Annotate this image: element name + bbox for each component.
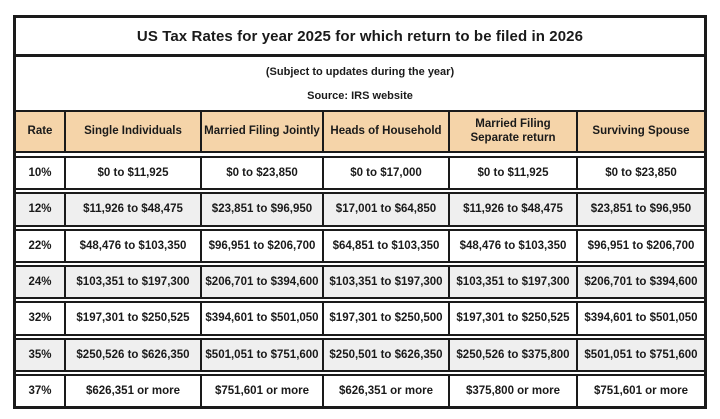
bracket-cell-single: $48,476 to $103,350 — [64, 230, 200, 261]
table-row-10pct: 10% $0 to $11,925 $0 to $23,850 $0 to $1… — [16, 155, 704, 191]
bracket-cell-married-separate: $375,800 or more — [448, 376, 576, 407]
tax-rates-table: US Tax Rates for year 2025 for which ret… — [13, 15, 707, 410]
rate-cell: 22% — [28, 239, 52, 252]
column-header-surviving-spouse: Surviving Spouse — [576, 112, 704, 151]
bracket-cell-married-jointly: $501,051 to $751,600 — [200, 339, 322, 370]
bracket-cell-married-jointly: $96,951 to $206,700 — [200, 230, 322, 261]
bracket-cell-single: $250,526 to $626,350 — [64, 339, 200, 370]
meta-band: (Subject to updates during the year) Sou… — [16, 57, 704, 110]
table-row-12pct: 12% $11,926 to $48,475 $23,851 to $96,95… — [16, 192, 704, 227]
bracket-cell-married-jointly: $751,601 or more — [200, 376, 322, 407]
subtitle: (Subject to updates during the year) — [265, 66, 455, 78]
bracket-cell-surviving-spouse: $751,601 or more — [576, 376, 704, 407]
bracket-cell-head-household: $250,501 to $626,350 — [322, 339, 448, 370]
table-row-37pct: 37% $626,351 or more $751,601 or more $6… — [16, 374, 704, 407]
bracket-cell-single: $103,351 to $197,300 — [64, 266, 200, 298]
bracket-cell-married-separate: $197,301 to $250,525 — [448, 303, 576, 334]
table-row-32pct: 32% $197,301 to $250,525 $394,601 to $50… — [16, 301, 704, 336]
table-row-35pct: 35% $250,526 to $626,350 $501,051 to $75… — [16, 337, 704, 372]
bracket-cell-married-jointly: $23,851 to $96,950 — [200, 194, 322, 225]
bracket-cell-head-household: $17,001 to $64,850 — [322, 194, 448, 225]
rate-cell: 35% — [28, 348, 52, 361]
bracket-cell-surviving-spouse: $0 to $23,850 — [576, 157, 704, 189]
bracket-cell-head-household: $197,301 to $250,500 — [322, 303, 448, 334]
bracket-cell-head-household: $103,351 to $197,300 — [322, 266, 448, 298]
bracket-cell-head-household: $0 to $17,000 — [322, 157, 448, 189]
table-header-row: Rate Single Individuals Married Filing J… — [16, 110, 704, 153]
bracket-cell-married-jointly: $0 to $23,850 — [200, 157, 322, 189]
bracket-cell-single: $11,926 to $48,475 — [64, 194, 200, 225]
rate-cell: 32% — [28, 312, 52, 325]
table-row-22pct: 22% $48,476 to $103,350 $96,951 to $206,… — [16, 228, 704, 263]
bracket-cell-surviving-spouse: $206,701 to $394,600 — [576, 266, 704, 298]
page-title: US Tax Rates for year 2025 for which ret… — [16, 18, 704, 57]
bracket-cell-head-household: $64,851 to $103,350 — [322, 230, 448, 261]
column-header-head-household: Heads of Household — [322, 112, 448, 151]
column-header-rate: Rate — [27, 125, 53, 138]
bracket-cell-married-separate: $103,351 to $197,300 — [448, 266, 576, 298]
bracket-cell-head-household: $626,351 or more — [322, 376, 448, 407]
bracket-cell-single: $0 to $11,925 — [64, 157, 200, 189]
bracket-cell-married-jointly: $394,601 to $501,050 — [200, 303, 322, 334]
bracket-cell-single: $197,301 to $250,525 — [64, 303, 200, 334]
rate-cell: 24% — [28, 275, 52, 288]
source-note: Source: IRS website — [307, 90, 413, 102]
bracket-cell-married-separate: $250,526 to $375,800 — [448, 339, 576, 370]
bracket-cell-surviving-spouse: $23,851 to $96,950 — [576, 194, 704, 225]
rate-cell: 10% — [28, 166, 52, 179]
bracket-cell-married-separate: $0 to $11,925 — [448, 157, 576, 189]
bracket-cell-married-separate: $11,926 to $48,475 — [448, 194, 576, 225]
column-header-single: Single Individuals — [64, 112, 200, 151]
rate-cell: 37% — [28, 385, 52, 397]
bracket-cell-surviving-spouse: $501,051 to $751,600 — [576, 339, 704, 370]
bracket-cell-married-separate: $48,476 to $103,350 — [448, 230, 576, 261]
bracket-cell-single: $626,351 or more — [64, 376, 200, 407]
bracket-cell-married-jointly: $206,701 to $394,600 — [200, 266, 322, 298]
bracket-cell-surviving-spouse: $96,951 to $206,700 — [576, 230, 704, 261]
bracket-cell-surviving-spouse: $394,601 to $501,050 — [576, 303, 704, 334]
column-header-married-separate: Married Filing Separate return — [448, 112, 576, 151]
table-row-24pct: 24% $103,351 to $197,300 $206,701 to $39… — [16, 264, 704, 300]
rate-cell: 12% — [28, 203, 52, 216]
column-header-married-jointly: Married Filing Jointly — [200, 112, 322, 151]
